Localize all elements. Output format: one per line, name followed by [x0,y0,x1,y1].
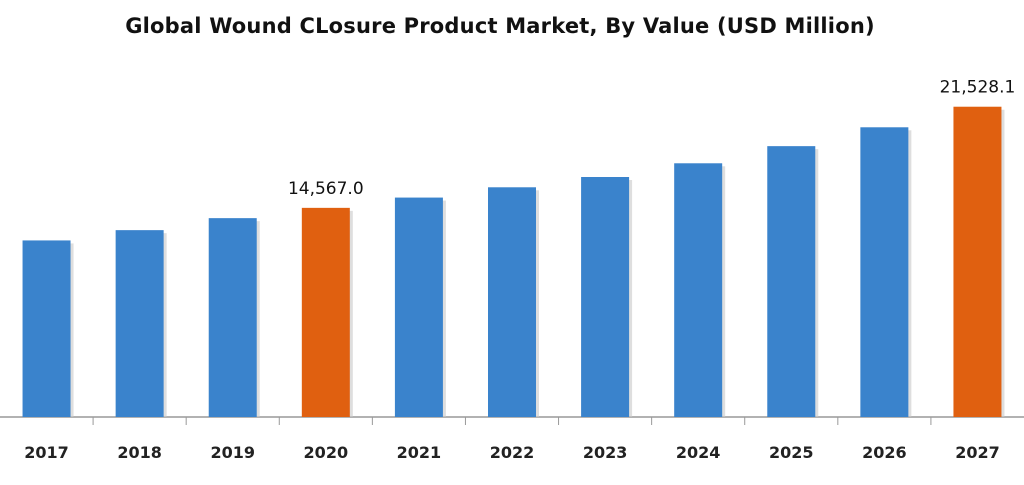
x-tick-label-2026: 2026 [862,443,907,462]
bar-2024 [674,163,723,417]
data-label-2027: 21,528.1 [940,78,1016,98]
bar-2023 [581,177,630,417]
x-tick-label-2018: 2018 [117,443,162,462]
x-tick-label-2024: 2024 [676,443,721,462]
bar-2017 [22,240,71,417]
chart-title: Global Wound CLosure Product Market, By … [125,14,875,38]
bar-2020 [301,207,350,417]
bar-2021 [394,197,443,417]
bar-2026 [860,127,909,418]
x-tick-label-2025: 2025 [769,443,814,462]
x-tick-label-2017: 2017 [24,443,69,462]
x-tick-label-2019: 2019 [210,443,255,462]
x-tick-label-2023: 2023 [583,443,628,462]
bar-2025 [767,146,816,417]
x-tick-label-2021: 2021 [397,443,442,462]
x-tick-label-2022: 2022 [490,443,535,462]
bar-2019 [208,218,257,417]
x-tick-label-2027: 2027 [955,443,1000,462]
bar-2018 [115,230,164,417]
bar-2027 [953,106,1002,417]
data-label-2020: 14,567.0 [288,179,364,199]
bar-2022 [488,187,536,417]
x-tick-label-2020: 2020 [304,443,349,462]
